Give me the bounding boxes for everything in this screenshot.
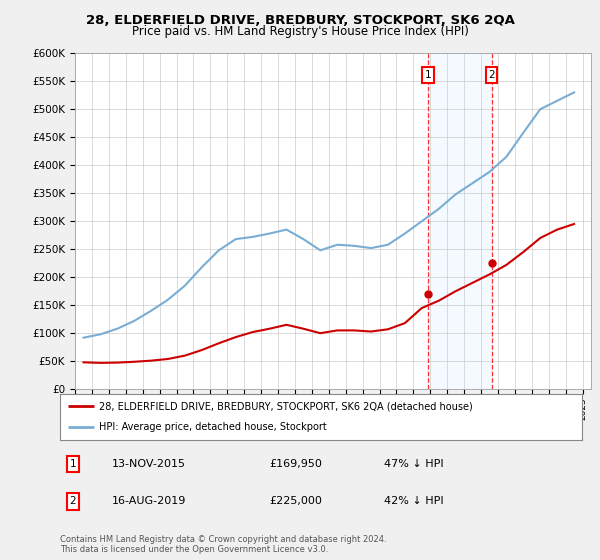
Text: £225,000: £225,000 xyxy=(269,496,322,506)
Text: 28, ELDERFIELD DRIVE, BREDBURY, STOCKPORT, SK6 2QA (detached house): 28, ELDERFIELD DRIVE, BREDBURY, STOCKPOR… xyxy=(99,401,473,411)
Text: Price paid vs. HM Land Registry's House Price Index (HPI): Price paid vs. HM Land Registry's House … xyxy=(131,25,469,38)
Text: HPI: Average price, detached house, Stockport: HPI: Average price, detached house, Stoc… xyxy=(99,422,327,432)
Text: 16-AUG-2019: 16-AUG-2019 xyxy=(112,496,187,506)
Text: 13-NOV-2015: 13-NOV-2015 xyxy=(112,459,186,469)
Text: 1: 1 xyxy=(425,70,431,80)
Text: £169,950: £169,950 xyxy=(269,459,322,469)
Text: Contains HM Land Registry data © Crown copyright and database right 2024.
This d: Contains HM Land Registry data © Crown c… xyxy=(60,535,386,554)
Text: 1: 1 xyxy=(70,459,76,469)
Bar xyxy=(428,53,491,389)
Text: 42% ↓ HPI: 42% ↓ HPI xyxy=(383,496,443,506)
Text: 2: 2 xyxy=(70,496,76,506)
Text: 47% ↓ HPI: 47% ↓ HPI xyxy=(383,459,443,469)
Text: 28, ELDERFIELD DRIVE, BREDBURY, STOCKPORT, SK6 2QA: 28, ELDERFIELD DRIVE, BREDBURY, STOCKPOR… xyxy=(86,14,514,27)
Text: 2: 2 xyxy=(488,70,495,80)
